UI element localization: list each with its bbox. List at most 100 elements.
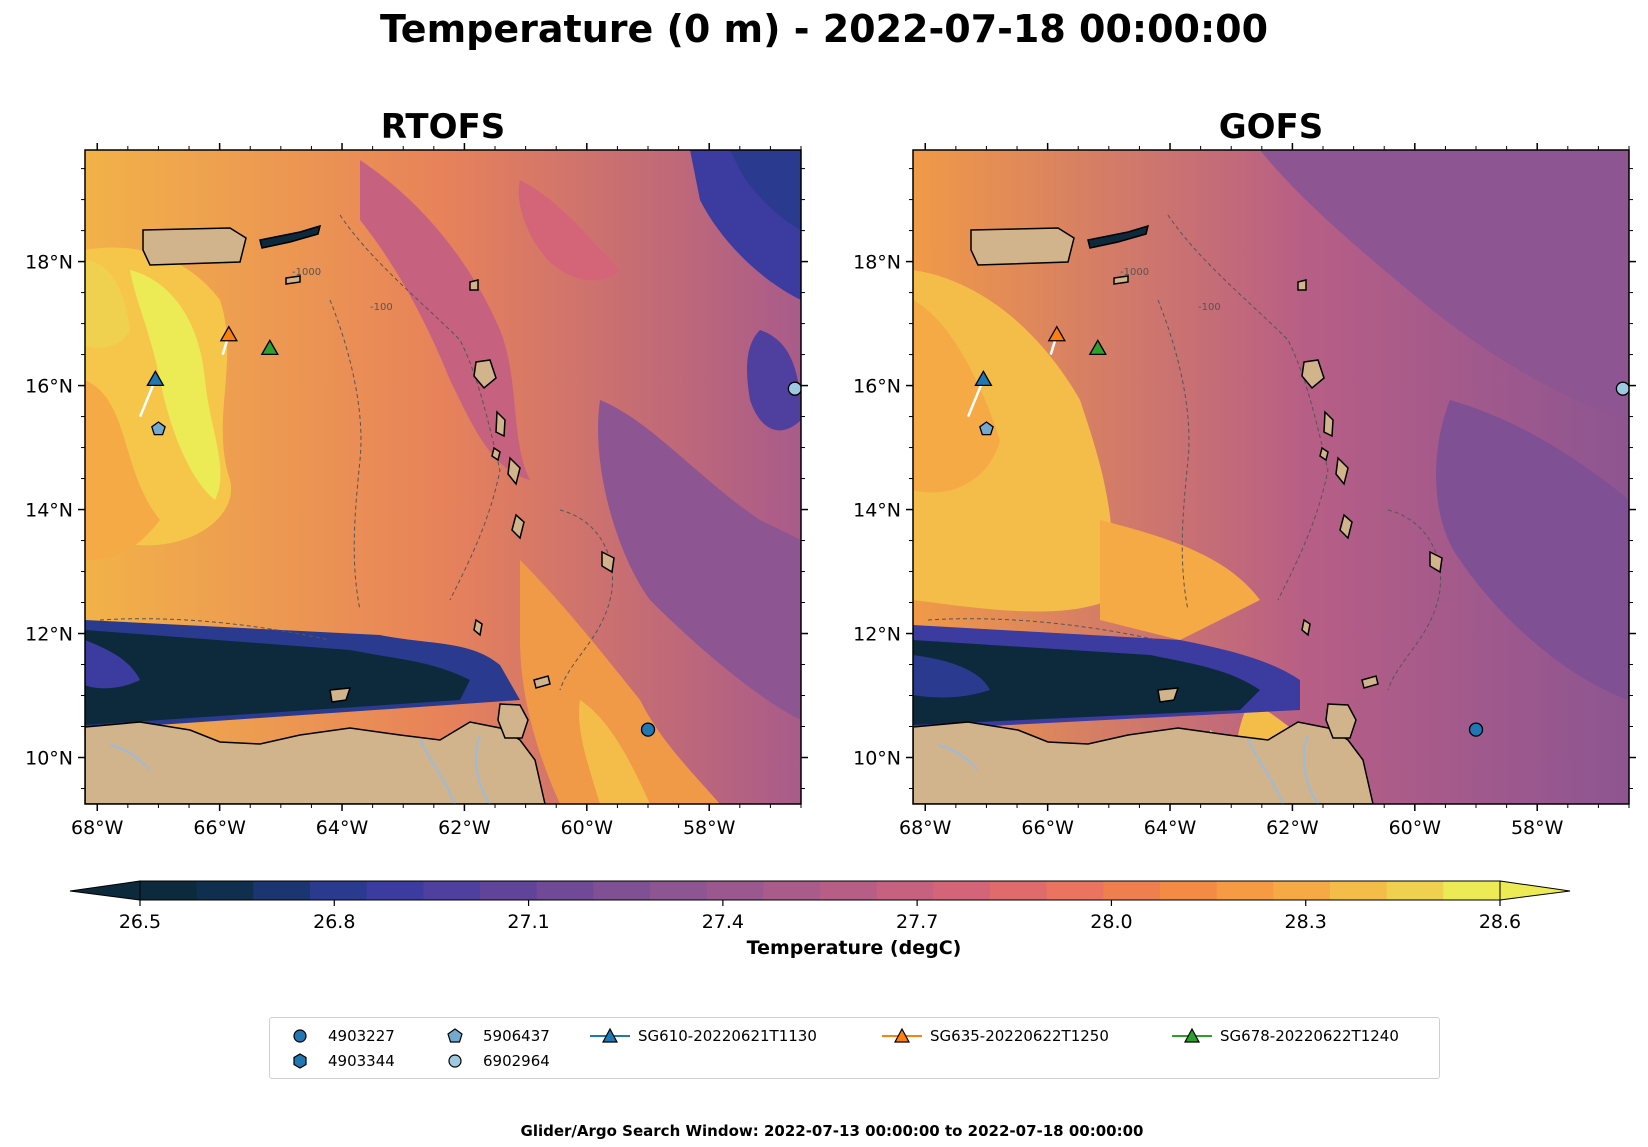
legend-item-4903227: 4903227 [278, 1025, 395, 1047]
marker-5906437 [151, 421, 166, 436]
colorbar-bin [650, 881, 708, 900]
colorbar-frame [139, 880, 1501, 901]
colorbar-tick-label: 26.5 [119, 911, 161, 933]
y-tick-label: 10°N [25, 748, 73, 770]
land [913, 224, 1443, 804]
martinique [495, 410, 506, 438]
float-markers [146, 325, 801, 737]
x-axis: 68°W 66°W 64°W 62°W 60°W 58°W [899, 143, 1630, 839]
antigua [1297, 279, 1307, 291]
legend-label: SG610-20220621T1130 [638, 1027, 817, 1045]
colorbar: 26.5 26.8 27.1 27.4 27.7 28.0 28.3 28.6 Tempera… [69, 880, 1571, 959]
colorbar-tick-label: 28.3 [1285, 911, 1327, 933]
st-lucia [1335, 456, 1349, 486]
y-axis: 18°N 16°N 14°N 12°N 10°N [25, 168, 808, 790]
x-axis: 68°W 66°W 64°W 62°W 60°W 58°W [71, 143, 802, 839]
marker-SG635-20220622T1250 [1047, 325, 1066, 342]
temperature-patterns [85, 150, 801, 804]
y-tick-label: 14°N [25, 500, 73, 522]
x-tick-label: 58°W [683, 817, 736, 839]
circle-marker-icon [293, 1029, 307, 1043]
colorbar-bin [1160, 881, 1218, 900]
triangle-line-icon [1172, 1027, 1212, 1043]
colorbar-bin [366, 881, 424, 900]
colorbar-bin [1216, 881, 1274, 900]
legend-label: 5906437 [483, 1027, 550, 1045]
curacao [1157, 687, 1180, 703]
grenada [473, 618, 483, 637]
x-tick-label: 60°W [1389, 817, 1442, 839]
barbados [601, 550, 615, 574]
guadeloupe [473, 359, 497, 390]
pentagon-marker-icon [447, 1028, 463, 1043]
colorbar-tick-label: 28.0 [1090, 911, 1132, 933]
colorbar-bin [1330, 881, 1388, 900]
marker-6902964 [1615, 381, 1629, 396]
triangle-line-icon [882, 1027, 922, 1043]
marker-SG610-20220621T1130 [146, 370, 165, 387]
st-lucia [507, 456, 521, 486]
circle-marker-icon [448, 1054, 462, 1068]
y-axis: 18°N 16°N 14°N 12°N 10°N [853, 168, 1636, 790]
colorbar-bin [1273, 881, 1331, 900]
contour-label: -1000 [1120, 267, 1149, 278]
colorbar-bin [763, 881, 821, 900]
colorbar-bin [423, 881, 481, 900]
marker-6902964 [787, 381, 801, 396]
panel-frame [912, 149, 1630, 805]
panel-frame [84, 149, 802, 805]
legend-label: 6902964 [483, 1052, 550, 1070]
venezuela-coast [913, 721, 1374, 804]
colorbar-bin [1046, 881, 1104, 900]
x-tick-label: 58°W [1511, 817, 1564, 839]
x-tick-label: 62°W [438, 817, 491, 839]
colorbar-extend-max [1499, 880, 1571, 901]
guadeloupe [1301, 359, 1325, 390]
bathymetry-contours [99, 214, 614, 691]
colorbar-tick-label: 28.6 [1479, 911, 1521, 933]
colorbar-ticks: 26.5 26.8 27.1 27.4 27.7 28.0 28.3 28.6 [119, 900, 1521, 933]
st-croix [1113, 275, 1129, 285]
x-tick-label: 64°W [316, 817, 369, 839]
marker-SG635-20220622T1250 [219, 325, 238, 342]
map-panel-gofs: GOFS -1000 -100 [853, 107, 1636, 839]
colorbar-tick-label: 26.8 [313, 911, 355, 933]
legend-label: 4903344 [328, 1052, 395, 1070]
colorbar-bin [820, 881, 878, 900]
colorbar-label: Temperature (degC) [747, 937, 962, 959]
legend-label: SG678-20220622T1240 [1220, 1027, 1399, 1045]
grenada [1301, 618, 1311, 637]
colorbar-tick-label: 27.1 [507, 911, 549, 933]
colorbar-bin [990, 881, 1048, 900]
martinique [1323, 410, 1334, 438]
contour-label: -1000 [292, 267, 321, 278]
colorbar-bin [310, 881, 368, 900]
panel-title: GOFS [1219, 107, 1324, 147]
venezuela-coast [85, 721, 546, 804]
x-tick-label: 64°W [1144, 817, 1197, 839]
virgin-islands [259, 224, 322, 249]
contour-label: -100 [1198, 302, 1221, 313]
y-tick-label: 14°N [853, 500, 901, 522]
puerto-rico [970, 227, 1075, 266]
float-markers [974, 325, 1629, 737]
colorbar-bin [480, 881, 538, 900]
legend-item-5906437: 5906437 [433, 1025, 550, 1047]
y-tick-label: 18°N [25, 252, 73, 274]
colorbar-bin [593, 881, 651, 900]
x-tick-label: 66°W [193, 817, 246, 839]
colorbar-bins [140, 881, 1501, 900]
colorbar-bin [933, 881, 991, 900]
colorbar-tick-label: 27.7 [896, 911, 938, 933]
st-vincent [1339, 513, 1353, 540]
y-tick-label: 10°N [853, 748, 901, 770]
y-tick-label: 12°N [853, 624, 901, 646]
colorbar-bin [536, 881, 594, 900]
colorbar-bin [876, 881, 934, 900]
colorbar-bin [253, 881, 311, 900]
y-tick-label: 16°N [853, 376, 901, 398]
x-tick-label: 60°W [561, 817, 614, 839]
triangle-line-icon [590, 1027, 630, 1043]
x-tick-label: 66°W [1021, 817, 1074, 839]
legend-item-sg610: SG610-20220621T1130 [588, 1025, 817, 1047]
